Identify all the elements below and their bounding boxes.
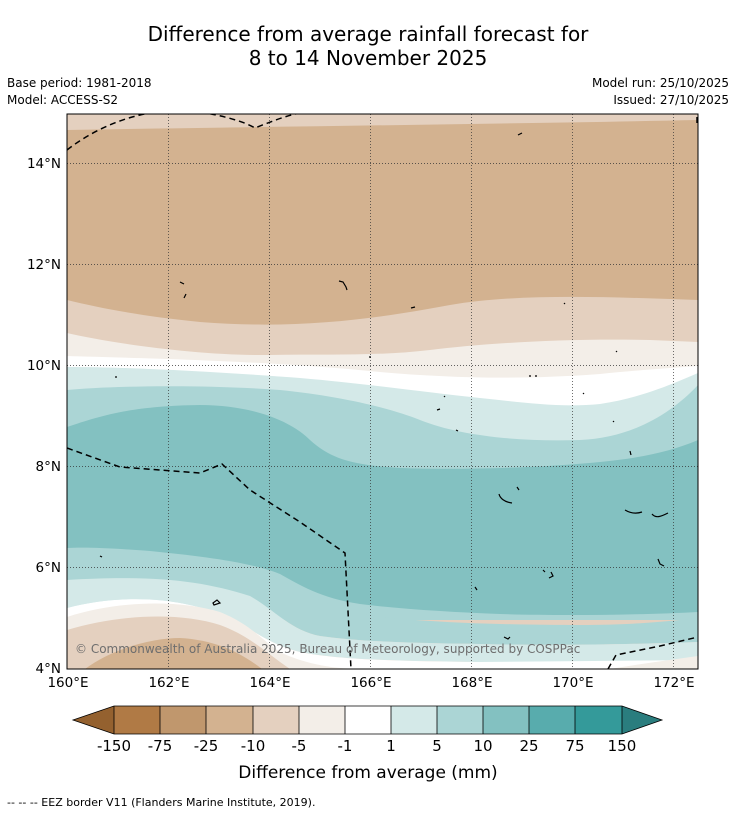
lon-label-166e: 166°E bbox=[350, 675, 391, 691]
colorbar-swatch-4 bbox=[253, 706, 299, 734]
colorbar-label-minus25: -25 bbox=[194, 737, 219, 755]
lon-label-168e: 168°E bbox=[451, 675, 492, 691]
lat-label-14n: 14°N bbox=[27, 156, 61, 172]
colorbar-label-150: 150 bbox=[608, 737, 637, 755]
colorbar-swatch-3 bbox=[206, 706, 253, 734]
lon-label-172e: 172°E bbox=[653, 675, 694, 691]
colorbar-swatch-10 bbox=[529, 706, 575, 734]
colorbar-label-5: 5 bbox=[432, 737, 442, 755]
colorbar-label-minus150: -150 bbox=[97, 737, 131, 755]
eez-footnote: -- -- -- EEZ border V11 (Flanders Marine… bbox=[7, 796, 316, 809]
colorbar: -150 -75 -25 -10 -5 -1 1 5 10 25 75 150 … bbox=[71, 705, 664, 783]
longitude-labels: 160°E 162°E 164°E 166°E 168°E 170°E 172°… bbox=[47, 675, 694, 691]
lat-label-10n: 10°N bbox=[27, 358, 61, 374]
colorbar-label-75: 75 bbox=[565, 737, 584, 755]
colorbar-swatch-5 bbox=[299, 706, 345, 734]
lon-label-170e: 170°E bbox=[552, 675, 593, 691]
lat-label-8n: 8°N bbox=[36, 459, 61, 475]
title-line-2: 8 to 14 November 2025 bbox=[248, 46, 488, 70]
band-minus25-minus10 bbox=[67, 120, 698, 325]
colorbar-label-minus10: -10 bbox=[241, 737, 266, 755]
title-line-1: Difference from average rainfall forecas… bbox=[147, 22, 589, 46]
band-minus5-minus1-se bbox=[610, 656, 698, 669]
model-name: Model: ACCESS-S2 bbox=[7, 93, 119, 107]
lat-label-6n: 6°N bbox=[36, 560, 61, 576]
island-coastlines bbox=[99, 132, 669, 640]
lon-label-162e: 162°E bbox=[148, 675, 189, 691]
lon-label-164e: 164°E bbox=[249, 675, 290, 691]
band-10-25 bbox=[67, 405, 698, 616]
colorbar-swatch-9 bbox=[483, 706, 529, 734]
map-frame bbox=[66, 113, 699, 670]
latitude-labels: 14°N 12°N 10°N 8°N 6°N 4°N bbox=[27, 156, 61, 677]
rainfall-anomaly-field bbox=[67, 114, 698, 669]
colorbar-label-minus5: -5 bbox=[292, 737, 307, 755]
meta-left: Base period: 1981-2018 Model: ACCESS-S2 bbox=[7, 75, 152, 109]
colorbar-label-minus1: -1 bbox=[338, 737, 353, 755]
colorbar-swatch-2 bbox=[160, 706, 206, 734]
colorbar-extend-high bbox=[622, 706, 662, 734]
colorbar-swatch-8 bbox=[437, 706, 483, 734]
colorbar-title: Difference from average (mm) bbox=[238, 763, 497, 783]
lat-label-4n: 4°N bbox=[36, 661, 61, 677]
map-title: Difference from average rainfall forecas… bbox=[0, 22, 736, 70]
colorbar-label-25: 25 bbox=[519, 737, 538, 755]
eez-borders bbox=[67, 114, 698, 669]
model-run: Model run: 25/10/2025 bbox=[591, 76, 729, 90]
lon-label-160e: 160°E bbox=[47, 675, 88, 691]
band-1-5-south bbox=[67, 578, 698, 663]
colorbar-swatch-7 bbox=[391, 706, 437, 734]
meta-right: Model run: 25/10/2025 Issued: 27/10/2025 bbox=[592, 75, 729, 109]
lat-label-12n: 12°N bbox=[27, 257, 61, 273]
band-5-10-south bbox=[67, 548, 698, 645]
base-period: Base period: 1981-2018 bbox=[7, 76, 152, 90]
colorbar-label-1: 1 bbox=[386, 737, 396, 755]
colorbar-swatch-6 bbox=[345, 706, 391, 734]
copyright-notice: © Commonwealth of Australia 2025, Bureau… bbox=[75, 642, 580, 656]
colorbar-extend-low bbox=[73, 706, 114, 734]
colorbar-label-10: 10 bbox=[473, 737, 492, 755]
band-minus25-minus10-south bbox=[85, 638, 262, 669]
map-graticule bbox=[67, 114, 698, 669]
colorbar-swatch-11 bbox=[575, 706, 622, 734]
issued-date: Issued: 27/10/2025 bbox=[613, 93, 729, 107]
colorbar-swatch-1 bbox=[114, 706, 160, 734]
colorbar-label-minus75: -75 bbox=[148, 737, 173, 755]
